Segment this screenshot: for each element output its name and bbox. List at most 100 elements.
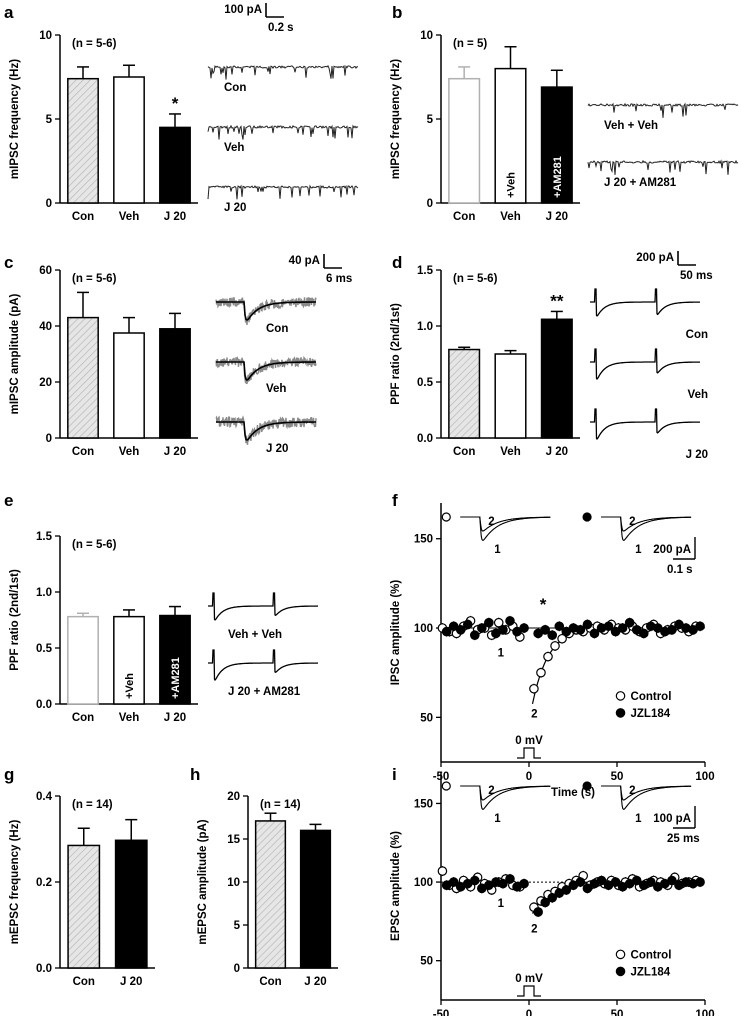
x-tick-label-b: J 20 [546, 211, 568, 223]
panel-letter-f: f [392, 491, 398, 510]
panel-letter-a: a [4, 3, 14, 22]
point-f-jzl184 [484, 617, 494, 628]
inset-trace-f [601, 516, 692, 542]
bar-d-j20 [540, 318, 573, 439]
x-tick-label-h: Con [259, 976, 281, 988]
legend-label-control: Control [631, 949, 672, 961]
y-tick-label-e: 1.0 [36, 587, 52, 599]
n-annotation-h: (n = 14) [260, 799, 301, 811]
panel-letter-d: d [392, 253, 402, 272]
inset-trace-i [460, 785, 551, 801]
bar-d-con [448, 348, 481, 439]
inset-label-f: 1 [635, 544, 642, 556]
trace-label-b: Veh + Veh [604, 120, 658, 132]
point-i-jzl184 [519, 878, 529, 889]
trace-e-1 [208, 649, 318, 681]
y-tick-label-f: 50 [420, 712, 433, 724]
trace-label-b: J 20 + AM281 [604, 177, 677, 189]
trace-mean-c-1 [216, 361, 316, 381]
x-tick-label-e: Con [72, 712, 94, 724]
stim-pulse-i [517, 985, 541, 997]
inset-label-f: 2 [488, 516, 494, 528]
bar-label-e: +AM281 [170, 657, 182, 699]
y-axis-label-g: mEPSC frequency (Hz) [9, 820, 21, 945]
inset-label-f: 2 [629, 516, 635, 528]
y-tick-label-i: 100 [414, 877, 433, 889]
stim-label-i: 0 mV [515, 973, 543, 985]
point-f-jzl184 [441, 626, 452, 637]
trace-label-c: Veh [266, 383, 286, 395]
y-axis-label-d: PPF ratio (2nd/1st) [390, 303, 402, 405]
inset-label-i: 1 [635, 813, 642, 825]
y-tick-label-d: 1.0 [417, 321, 433, 333]
point-f-control [536, 667, 546, 678]
y-tick-label-c: 60 [39, 265, 52, 277]
x-tick-label-i: 50 [611, 1009, 624, 1016]
bar-label-e: +Veh [124, 673, 136, 699]
point-f-control [543, 651, 553, 662]
point-i-jzl184 [547, 892, 558, 903]
trace-d-2 [590, 408, 700, 440]
panel-letter-e: e [4, 491, 13, 510]
scalebar-y-label-a: 100 pA [224, 4, 262, 16]
inset-trace-i [460, 785, 551, 811]
trace-a-2 [207, 184, 359, 200]
bar-h-con [254, 820, 287, 969]
significance-f: * [540, 595, 547, 614]
inset-trace-i [601, 785, 692, 801]
point-f-jzl184 [582, 619, 593, 630]
inset-marker-f [441, 512, 451, 522]
trace-label-c: J 20 [266, 443, 288, 455]
point-f-jzl184 [617, 623, 628, 633]
point-i-jzl184 [469, 875, 480, 886]
point-i-jzl184 [448, 877, 459, 887]
y-axis-label-e: PPF ratio (2nd/1st) [9, 569, 21, 671]
bar-e-con [67, 615, 99, 705]
y-axis-label-h: mEPSC amplitude (pA) [197, 819, 209, 944]
legend-label-jzl184: JZL184 [631, 966, 671, 978]
point-label-f: 2 [531, 708, 537, 720]
trace-label-d: Veh [688, 389, 708, 401]
scalebar-x-label-a: 0.2 s [268, 22, 294, 34]
trace-label-c: Con [266, 323, 288, 335]
point-label-i: 2 [531, 923, 537, 935]
bar-d-veh [494, 353, 527, 439]
y-tick-label-e: 0.0 [36, 699, 52, 711]
point-i-jzl184 [540, 897, 550, 908]
point-f-jzl184 [455, 625, 466, 635]
y-tick-label-h: 15 [227, 834, 240, 846]
point-i-jzl184 [631, 875, 642, 886]
point-f-jzl184 [554, 621, 565, 632]
point-f-jzl184 [695, 621, 705, 632]
y-axis-label-f: IPSC amplitude (%) [390, 580, 402, 686]
bar-e-j20 [159, 614, 191, 705]
bar-c-j20 [159, 328, 191, 439]
y-tick-label-f: 150 [414, 534, 433, 546]
point-f-jzl184 [638, 628, 649, 639]
trace-label-e: J 20 + AM281 [228, 686, 301, 698]
n-annotation-d: (n = 5-6) [453, 273, 498, 285]
scalebar-y-label-i: 100 pA [653, 813, 691, 825]
trace-label-a: Veh [224, 142, 244, 154]
inset-marker-i [441, 781, 451, 791]
trace-mean-c-2 [216, 421, 316, 441]
panel-letter-c: c [4, 253, 13, 272]
x-tick-label-i: 100 [695, 1009, 714, 1016]
bar-g-j20 [114, 839, 148, 969]
trace-d-0 [590, 288, 700, 317]
y-tick-label-a: 10 [39, 30, 52, 42]
inset-trace-f [460, 516, 551, 542]
x-tick-label-d: Veh [500, 446, 520, 458]
point-f-jzl184 [519, 623, 529, 633]
bar-g-con [67, 844, 101, 969]
scalebar-y-label-d: 200 pA [636, 252, 674, 264]
inset-label-i: 2 [488, 785, 494, 797]
x-tick-label-d: Con [453, 446, 475, 458]
scalebar-x-label-f: 0.1 s [667, 564, 693, 576]
y-tick-label-d: 0.0 [417, 433, 433, 445]
inset-label-i: 1 [494, 813, 501, 825]
trace-b-1 [587, 159, 739, 175]
trace-band-c-2 [215, 415, 317, 445]
y-tick-label-f: 100 [414, 623, 433, 635]
y-tick-label-b: 0 [427, 198, 433, 210]
